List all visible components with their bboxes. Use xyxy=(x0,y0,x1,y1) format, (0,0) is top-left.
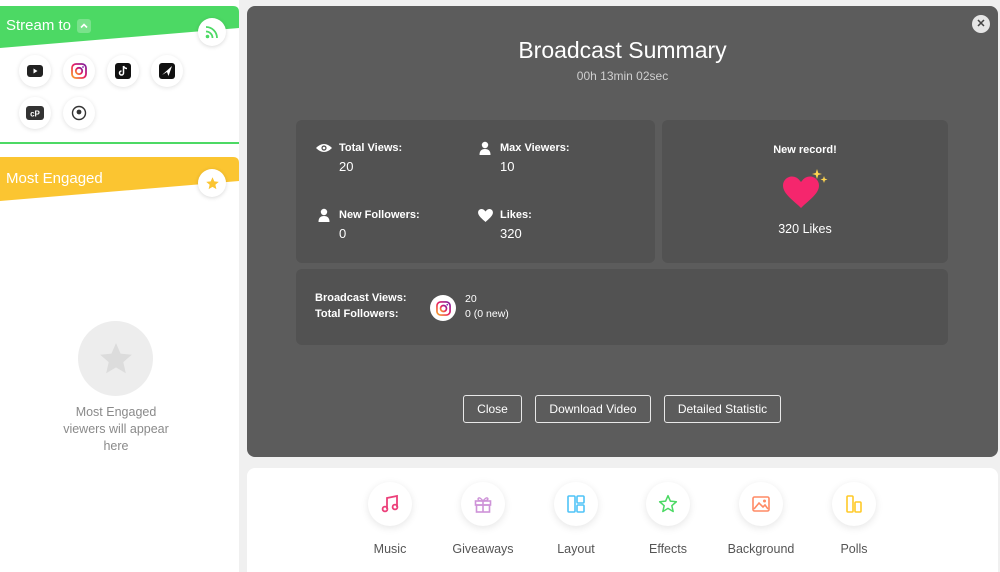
gift-icon xyxy=(461,482,505,526)
stream-to-title: Stream to xyxy=(6,17,72,34)
total-followers-label: Total Followers: xyxy=(315,308,399,320)
max-viewers-label: Max Viewers: xyxy=(500,142,570,154)
new-record-title: New record! xyxy=(773,144,837,156)
user-icon xyxy=(476,140,494,156)
stream-to-toggle[interactable]: Stream to xyxy=(6,17,92,34)
broadcast-views-label: Broadcast Views: xyxy=(315,292,407,304)
broadcast-views-value: 20 xyxy=(465,293,477,305)
rss-icon[interactable] xyxy=(198,18,226,46)
layout-icon xyxy=(554,482,598,526)
music-icon xyxy=(368,482,412,526)
most-engaged-title: Most Engaged xyxy=(6,170,103,187)
total-followers-value: 0 (0 new) xyxy=(465,308,509,320)
sparkling-heart-icon xyxy=(783,169,828,208)
broadcast-box: Broadcast Views: Total Followers: 20 0 (… xyxy=(296,269,948,345)
heart-icon xyxy=(476,207,494,223)
modal-title: Broadcast Summary xyxy=(518,37,727,63)
sidebar: Stream to cP xyxy=(0,0,239,572)
tiktok-icon[interactable] xyxy=(107,55,139,87)
new-followers-value: 0 xyxy=(339,226,347,241)
stats-box: Total Views: 20 Max Viewers: 10 New Foll… xyxy=(296,120,655,263)
total-views-value: 20 xyxy=(339,159,354,174)
send-icon[interactable] xyxy=(151,55,183,87)
broadcast-summary-modal: ✕ Broadcast Summary 00h 13min 02sec Tota… xyxy=(247,6,998,457)
detailed-statistic-button[interactable]: Detailed Statistic xyxy=(664,395,781,423)
close-button[interactable]: Close xyxy=(463,395,522,423)
total-views-label: Total Views: xyxy=(339,142,403,154)
periscope-icon[interactable] xyxy=(63,97,95,129)
stream-to-card: Stream to cP xyxy=(0,6,239,144)
toolbar-label: Polls xyxy=(840,542,868,556)
engaged-banner xyxy=(0,157,239,201)
svg-text:cP: cP xyxy=(30,110,40,119)
toolbar-label: Layout xyxy=(557,542,595,556)
record-likes: 320 Likes xyxy=(778,222,832,236)
star-outline-icon xyxy=(646,482,690,526)
toolbar-label: Background xyxy=(727,542,795,556)
user-icon xyxy=(315,207,333,223)
new-record-box: New record! 320 Likes xyxy=(662,120,948,263)
download-video-button[interactable]: Download Video xyxy=(535,395,651,423)
toolbar-label: Giveaways xyxy=(452,542,514,556)
instagram-icon[interactable] xyxy=(63,55,95,87)
instagram-icon xyxy=(430,295,456,321)
close-icon[interactable]: ✕ xyxy=(972,15,990,33)
stream-banner xyxy=(0,6,239,48)
toolbar-label: Music xyxy=(373,542,407,556)
chevron-up-icon xyxy=(77,18,92,33)
youtube-icon[interactable] xyxy=(19,55,51,87)
chat-app-icon[interactable]: cP xyxy=(19,97,51,129)
new-followers-label: New Followers: xyxy=(339,209,420,221)
star-icon[interactable] xyxy=(198,169,226,197)
bottom-toolbar: Music Giveaways Layout Effects Backgroun… xyxy=(247,468,998,572)
max-viewers-value: 10 xyxy=(500,159,515,174)
empty-star-icon xyxy=(78,321,153,396)
most-engaged-empty-text: Most Engaged viewers will appear here xyxy=(63,405,169,453)
likes-label: Likes: xyxy=(500,209,532,221)
toolbar-label: Effects xyxy=(649,542,687,556)
eye-icon xyxy=(315,140,333,156)
broadcast-duration: 00h 13min 02sec xyxy=(576,69,669,83)
likes-value: 320 xyxy=(500,226,522,241)
polls-icon xyxy=(832,482,876,526)
image-icon xyxy=(739,482,783,526)
